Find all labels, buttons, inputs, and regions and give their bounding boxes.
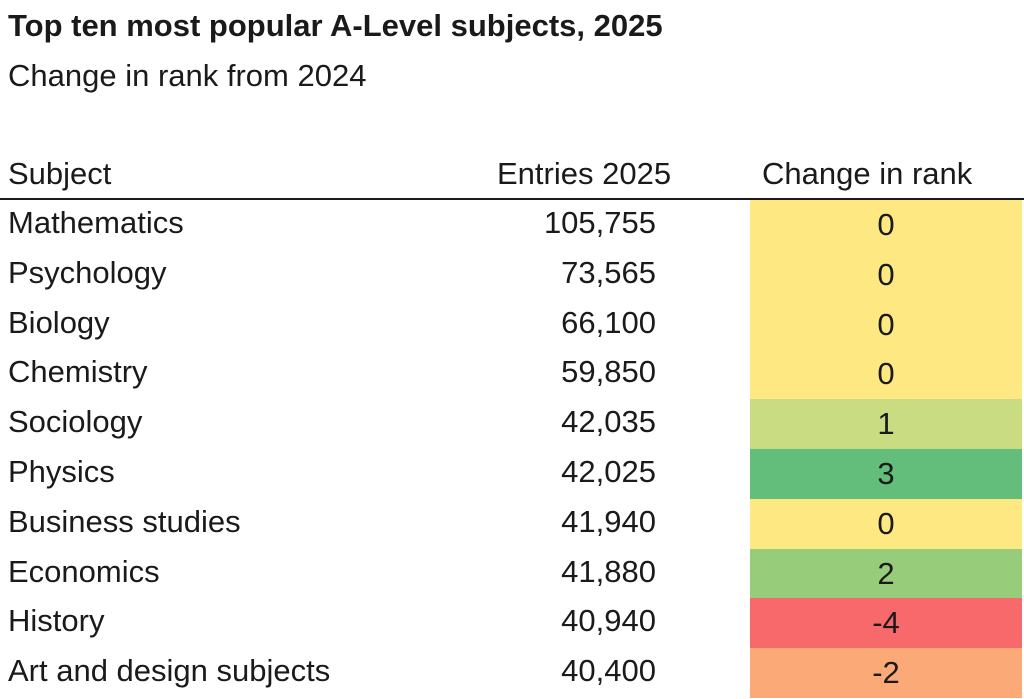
cell-subject: Sociology — [8, 404, 143, 440]
cell-subject: Business studies — [8, 503, 241, 539]
cell-change-in-rank: 0 — [750, 200, 1022, 250]
table-row: Mathematics 105,755 0 — [0, 200, 1024, 250]
cell-entries: 42,025 — [561, 453, 656, 489]
cell-change-in-rank: 0 — [750, 299, 1022, 350]
cell-subject: Chemistry — [8, 354, 148, 390]
cell-change-in-rank: 3 — [750, 448, 1022, 499]
cell-change-in-rank: 2 — [750, 548, 1022, 599]
column-header-subject: Subject — [8, 156, 112, 191]
cell-entries: 40,400 — [561, 653, 656, 689]
table-row: Physics 42,025 3 — [0, 448, 1024, 499]
cell-subject: Psychology — [8, 254, 167, 290]
chart-subtitle: Change in rank from 2024 — [8, 58, 367, 93]
cell-change-in-rank: 0 — [750, 349, 1022, 400]
cell-subject: Art and design subjects — [8, 653, 331, 689]
table-row: Business studies 41,940 0 — [0, 498, 1024, 549]
table-row: History 40,940 -4 — [0, 598, 1024, 649]
cell-subject: History — [8, 603, 105, 639]
cell-change-in-rank: -4 — [750, 598, 1022, 649]
cell-subject: Economics — [8, 553, 160, 589]
cell-change-in-rank: 1 — [750, 399, 1022, 449]
cell-entries: 41,940 — [561, 503, 656, 539]
table-row: Chemistry 59,850 0 — [0, 349, 1024, 400]
cell-change-in-rank: -2 — [750, 648, 1022, 698]
data-table: Subject Entries 2025 Change in rank Math… — [0, 150, 1024, 698]
cell-subject: Mathematics — [8, 205, 184, 240]
table-header: Subject Entries 2025 Change in rank — [0, 150, 1024, 200]
table-row: Psychology 73,565 0 — [0, 249, 1024, 300]
cell-entries: 42,035 — [561, 404, 656, 440]
chart-title: Top ten most popular A-Level subjects, 2… — [8, 8, 663, 43]
column-header-entries: Entries 2025 — [497, 156, 672, 191]
cell-entries: 41,880 — [561, 553, 656, 589]
table-body: Mathematics 105,755 0 Psychology 73,565 0 Biol… — [0, 200, 1024, 698]
table-row: Sociology 42,035 1 — [0, 399, 1024, 449]
cell-entries: 59,850 — [561, 354, 656, 390]
cell-entries: 73,565 — [561, 254, 656, 290]
cell-change-in-rank: 0 — [750, 498, 1022, 549]
cell-entries: 105,755 — [543, 205, 656, 240]
column-header-change: Change in rank — [762, 156, 973, 191]
cell-subject: Biology — [8, 304, 110, 340]
table-row: Economics 41,880 2 — [0, 548, 1024, 599]
cell-entries: 66,100 — [561, 304, 656, 340]
cell-change-in-rank: 0 — [750, 249, 1022, 300]
table-row: Art and design subjects 40,400 -2 — [0, 648, 1024, 698]
cell-entries: 40,940 — [561, 603, 656, 639]
table-row: Biology 66,100 0 — [0, 299, 1024, 350]
cell-subject: Physics — [8, 453, 115, 489]
